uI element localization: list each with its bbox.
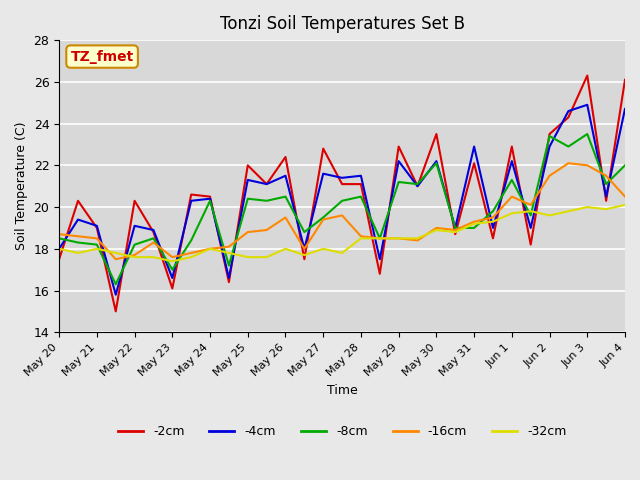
Text: TZ_fmet: TZ_fmet	[70, 49, 134, 63]
Y-axis label: Soil Temperature (C): Soil Temperature (C)	[15, 122, 28, 251]
X-axis label: Time: Time	[326, 384, 358, 396]
Legend: -2cm, -4cm, -8cm, -16cm, -32cm: -2cm, -4cm, -8cm, -16cm, -32cm	[113, 420, 572, 444]
Title: Tonzi Soil Temperatures Set B: Tonzi Soil Temperatures Set B	[220, 15, 465, 33]
